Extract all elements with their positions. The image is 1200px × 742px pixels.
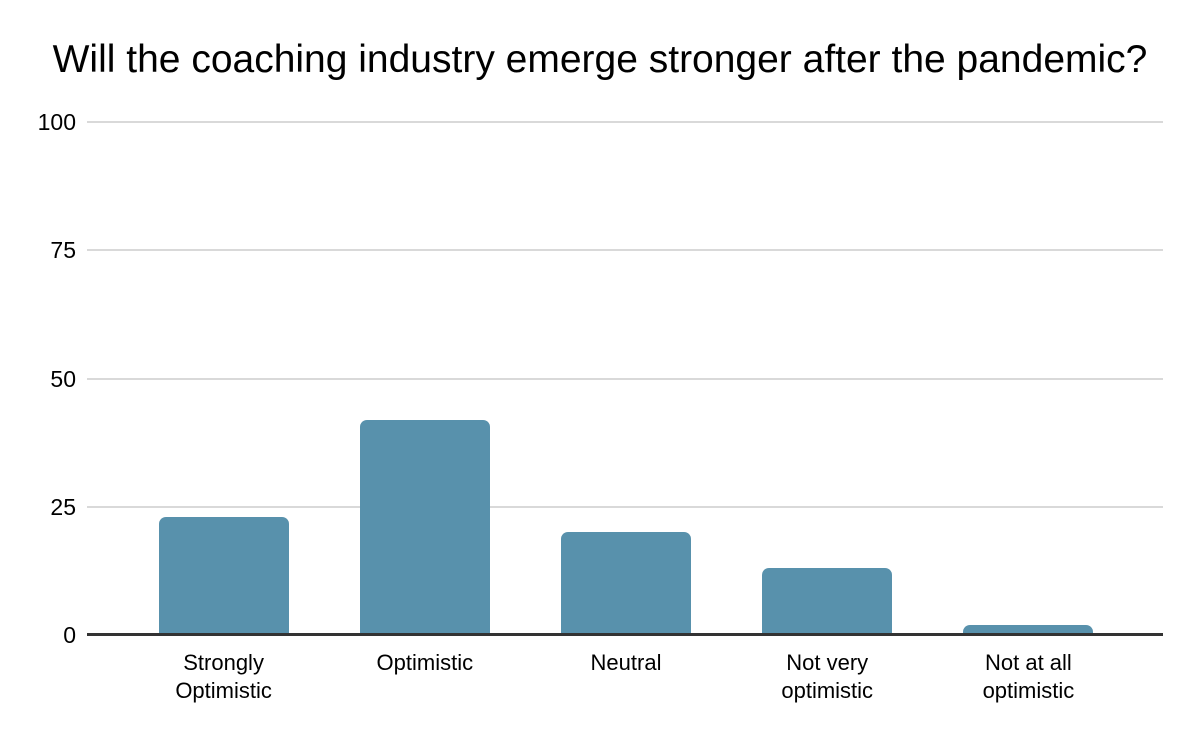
bar-slot [525, 122, 726, 635]
y-tick-label-50: 50 [50, 365, 76, 392]
x-label-slot: Not very optimistic [727, 649, 928, 705]
bar-slot [123, 122, 324, 635]
x-label-slot: Not at all optimistic [928, 649, 1129, 705]
gridline-25 [87, 505, 1163, 508]
x-category-label-4: Not very optimistic [781, 650, 874, 703]
x-label-slot: Optimistic [324, 649, 525, 705]
bars-group [123, 122, 1129, 635]
x-category-label-5: Not at all optimistic [982, 650, 1075, 703]
bar-slot [727, 122, 928, 635]
bar-slot [928, 122, 1129, 635]
bar-2 [359, 419, 490, 635]
x-label-slot: Strongly Optimistic [123, 649, 324, 705]
x-label-slot: Neutral [525, 649, 726, 705]
gridline-75 [87, 249, 1163, 252]
bar-1 [158, 517, 289, 635]
x-category-label-2: Optimistic [376, 650, 474, 675]
bar-3 [561, 532, 691, 635]
x-category-label-3: Neutral [590, 650, 662, 675]
y-tick-label-0: 0 [63, 622, 76, 648]
y-axis-tick-labels: 0 25 50 75 100 [0, 0, 76, 742]
plot-area [87, 121, 1163, 636]
x-axis-category-labels: Strongly Optimistic Optimistic Neutral Not … [123, 649, 1129, 705]
x-category-label-1: Strongly Optimistic [175, 650, 272, 703]
y-tick-label-75: 75 [50, 237, 76, 264]
y-tick-label-100: 100 [37, 109, 76, 135]
bar-slot [324, 122, 525, 635]
x-axis-line [87, 633, 1163, 636]
bar-5 [963, 624, 1094, 635]
gridline-100 [87, 121, 1163, 123]
y-tick-label-25: 25 [50, 493, 76, 520]
bar-4 [762, 568, 893, 635]
gridline-50 [87, 377, 1163, 380]
chart-title: Will the coaching industry emerge strong… [52, 38, 1148, 81]
